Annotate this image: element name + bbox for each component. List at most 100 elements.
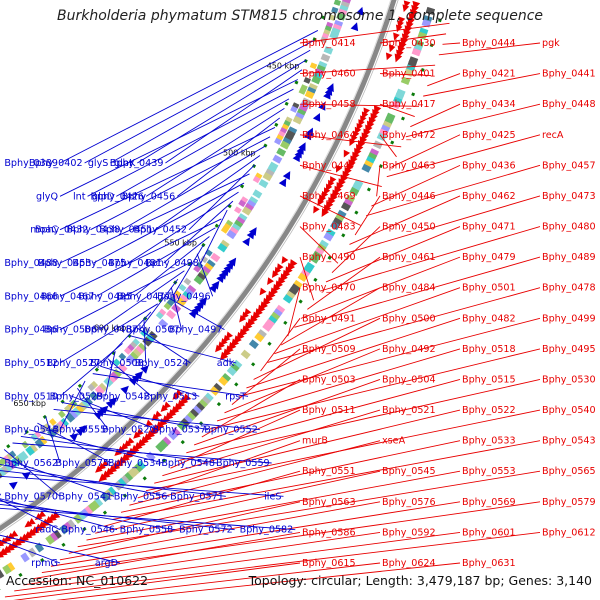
forward-gene-label: Bphy_0472 (382, 130, 436, 141)
feature-category-block (50, 425, 60, 436)
reverse-gene-leader-line (90, 136, 271, 231)
reverse-gene-leader-line (12, 442, 272, 464)
feature-category-block (256, 329, 267, 339)
feature-category-block (15, 453, 26, 464)
feature-category-block (246, 199, 257, 209)
reverse-gene-label: Bphy_0512 (4, 358, 58, 369)
feature-category-block (56, 420, 66, 431)
reverse-gene-arrow (75, 427, 85, 437)
ring-marker (158, 298, 163, 303)
feature-category-block (323, 46, 334, 55)
ring-marker (303, 58, 308, 63)
feature-category-block (52, 529, 62, 540)
forward-gene-arrow (349, 138, 356, 147)
ring-marker (214, 223, 219, 228)
forward-gene-label: Bphy_0473 (542, 191, 596, 202)
feature-category-block (77, 401, 88, 412)
reverse-gene-label: Bphy_0475 (72, 258, 126, 269)
reverse-gene-leader-line (93, 182, 245, 264)
ruler-tick-label: 650 kbp (13, 399, 46, 408)
forward-gene-leader-line (59, 501, 381, 561)
feature-category-block (200, 395, 211, 406)
forward-gene-arrow (267, 277, 274, 285)
forward-gene-label: Bphy_0569 (462, 497, 516, 508)
feature-category-block (166, 299, 174, 308)
feature-category-block (80, 399, 90, 410)
feature-category-block (87, 383, 96, 392)
ring-marker (161, 458, 167, 463)
feature-category-block (400, 76, 411, 86)
forward-gene-leader-line (129, 440, 381, 506)
feature-category-block (304, 261, 315, 272)
forward-gene-label: Bphy_0504 (382, 374, 436, 385)
feature-category-block (297, 272, 308, 283)
feature-category-block (191, 405, 202, 416)
feature-category-block (123, 347, 132, 355)
reverse-gene-leader-line (145, 108, 285, 197)
feature-category-block (45, 534, 55, 545)
reverse-gene-arrow (350, 22, 359, 32)
reverse-gene-label: Bphy_0524 (135, 358, 189, 369)
forward-gene-arrow (215, 344, 223, 353)
feature-category-block (188, 408, 199, 419)
reverse-gene-leader-line (59, 218, 222, 297)
forward-gene-label: Bphy_0592 (382, 527, 436, 538)
forward-gene-leader-line (50, 501, 461, 567)
reverse-gene-leader-line (0, 499, 61, 531)
map-title: Burkholderia phymatum STM815 chromosome … (56, 8, 543, 24)
feature-category-block (58, 410, 66, 419)
feature-category-block (59, 417, 69, 428)
feature-category-block (128, 351, 139, 362)
feature-category-block (48, 532, 59, 543)
forward-gene-leader-line (178, 379, 541, 461)
feature-category-block (282, 294, 293, 304)
reverse-gene-leader-line (59, 30, 319, 164)
feature-category-block (59, 524, 69, 535)
feature-category-block (233, 219, 244, 230)
forward-gene-label: Bphy_0499 (542, 313, 596, 324)
reverse-gene-arrow (305, 127, 313, 137)
feature-category-block (176, 297, 187, 307)
forward-gene-label: Bphy_0530 (542, 374, 596, 385)
feature-category-block (314, 247, 325, 257)
ring-marker (429, 43, 434, 48)
forward-gene-arrow (0, 550, 4, 559)
feature-category-block (349, 186, 360, 196)
forward-gene-leader-line (154, 409, 461, 484)
feature-category-block (106, 374, 117, 385)
forward-gene-leader-line (371, 164, 461, 207)
reverse-gene-label: Bphy_0513 (144, 391, 198, 402)
forward-gene-leader-line (349, 195, 461, 245)
forward-gene-label: Bphy_0450 (382, 222, 436, 233)
reverse-gene-leader-line (59, 127, 276, 231)
feature-category-block (48, 418, 57, 426)
feature-category-block (425, 6, 436, 15)
feature-category-block (193, 275, 204, 285)
reverse-gene-label: Bphy_0537 (152, 425, 206, 436)
feature-category-block (200, 265, 211, 276)
reverse-gene-label: Bphy_0507 (126, 325, 180, 336)
feature-category-block (158, 308, 167, 317)
reverse-gene-label: Bphy_0486 (4, 325, 58, 336)
reverse-gene-label: Bphy_0426 (91, 191, 145, 202)
feature-category-block (361, 163, 372, 173)
ring-marker (284, 101, 289, 106)
feature-category-block (155, 311, 164, 320)
forward-gene-leader-line (13, 562, 301, 600)
feature-category-block (345, 194, 356, 204)
feature-category-block (18, 450, 29, 461)
ring-marker (283, 320, 288, 325)
reverse-gene-label: Bphy_0488 (4, 258, 58, 269)
reverse-gene-leader-line (200, 209, 228, 264)
feature-category-block (86, 503, 97, 514)
feature-category-block (318, 239, 329, 249)
feature-category-block (229, 363, 240, 373)
feature-category-block (328, 14, 336, 21)
forward-gene-leader-line (299, 226, 339, 264)
feature-category-block (285, 290, 296, 301)
feature-category-block (20, 552, 30, 563)
forward-gene-label: Bphy_0553 (462, 466, 516, 477)
reverse-gene-leader-line (100, 365, 200, 397)
feature-category-block (237, 213, 248, 223)
